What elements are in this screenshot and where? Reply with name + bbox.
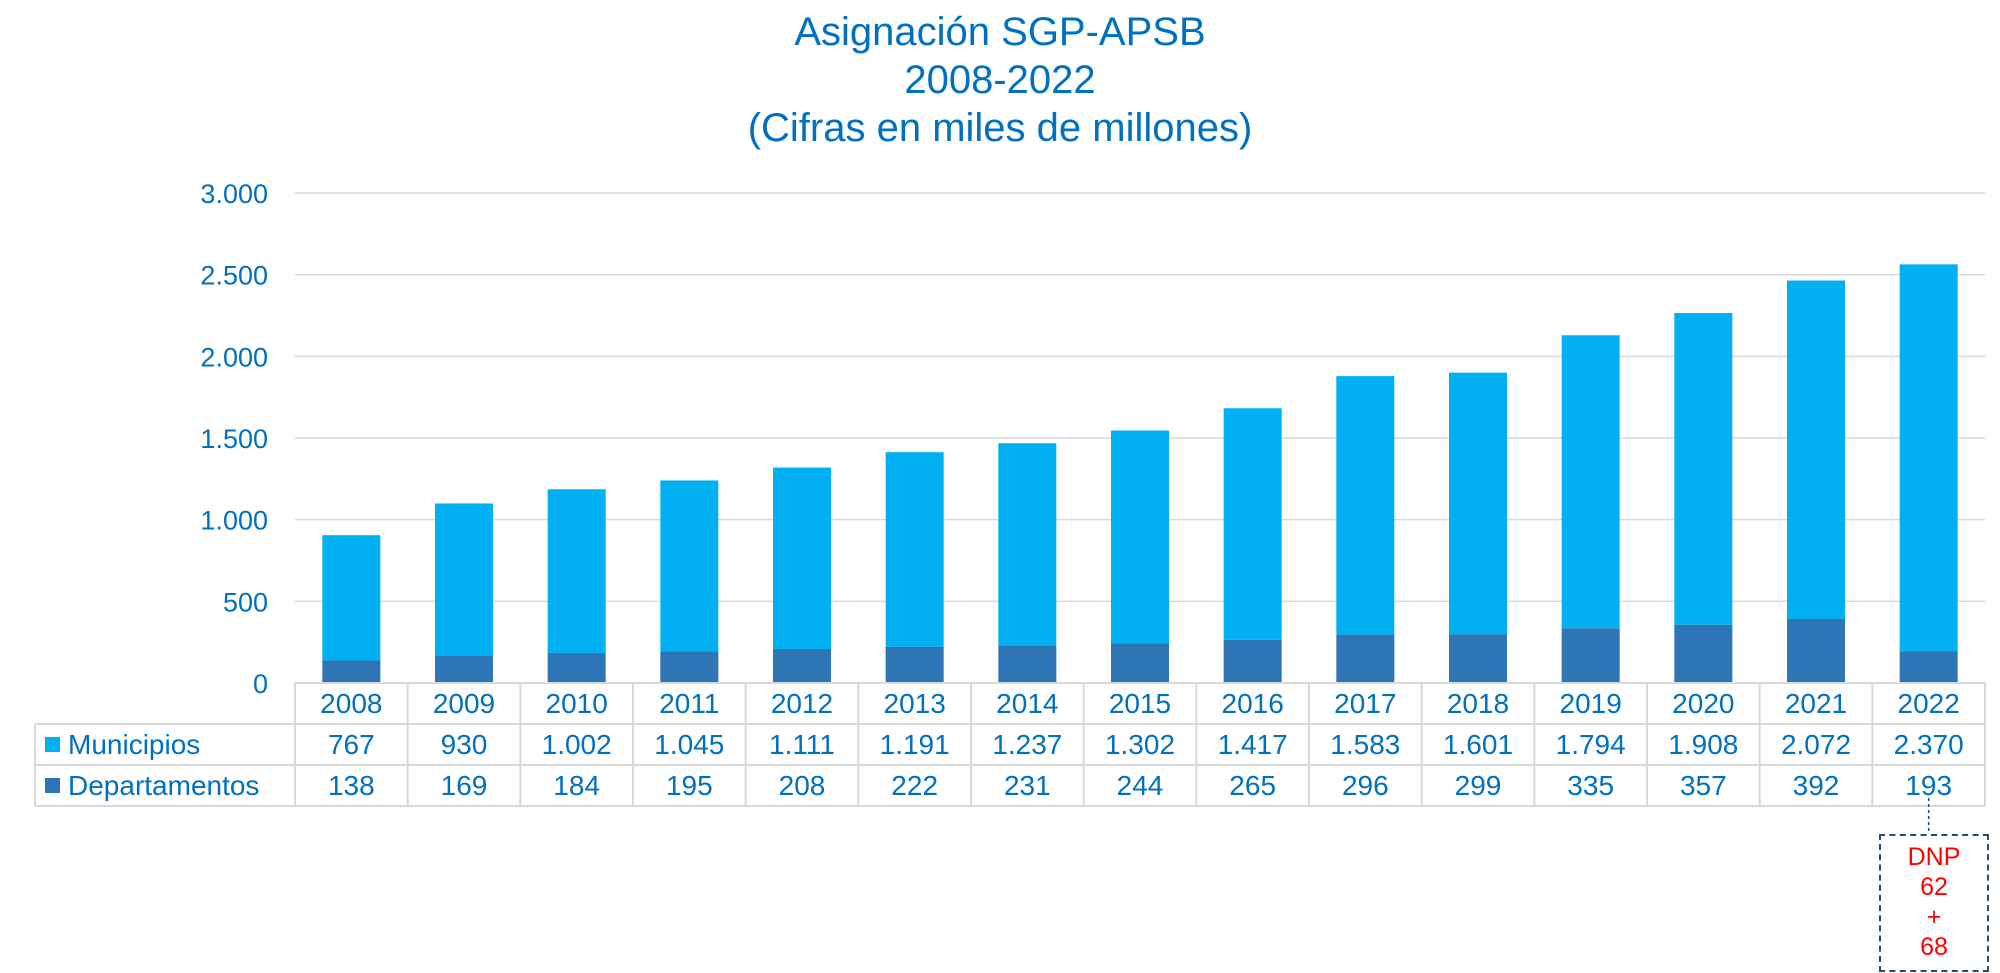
data-label: 184 (553, 770, 600, 801)
data-label: 2.072 (1781, 729, 1851, 760)
y-tick-label: 3.000 (200, 179, 268, 209)
bar-departamentos (773, 649, 831, 683)
annotation-line: DNP (1907, 843, 1961, 871)
x-tick-label: 2012 (771, 688, 833, 719)
y-tick-label: 2.500 (200, 261, 268, 291)
x-tick-label: 2008 (320, 688, 382, 719)
data-label: 767 (328, 729, 375, 760)
legend-label-departamentos: Departamentos (68, 770, 259, 801)
bar-municipios (773, 467, 831, 650)
legend-key-departamentos (45, 778, 60, 793)
data-label: 1.601 (1443, 729, 1513, 760)
dnp-annotation-box: DNP 62 + 68 (1879, 834, 1989, 972)
bar-departamentos (998, 645, 1057, 683)
data-label: 1.191 (880, 729, 950, 760)
y-tick-label: 2.000 (200, 342, 268, 372)
x-tick-label: 2013 (884, 688, 946, 719)
data-label: 193 (1905, 770, 1952, 801)
data-label: 1.111 (769, 729, 835, 760)
data-label: 335 (1567, 770, 1614, 801)
y-tick-label: 0 (253, 669, 268, 699)
x-tick-label: 2011 (659, 688, 719, 719)
x-tick-label: 2010 (546, 688, 608, 719)
data-label: 169 (441, 770, 488, 801)
data-label: 299 (1455, 770, 1502, 801)
x-tick-label: 2022 (1898, 688, 1960, 719)
data-label: 296 (1342, 770, 1389, 801)
bar-departamentos (1899, 651, 1958, 683)
bar-municipios (1111, 430, 1169, 644)
x-tick-label: 2015 (1109, 688, 1171, 719)
legend-key-municipios (45, 737, 60, 752)
chart-title-line-1: Asignación SGP-APSB (794, 10, 1206, 54)
data-label: 265 (1229, 770, 1276, 801)
bar-departamentos (885, 646, 944, 683)
data-label: 2.370 (1894, 729, 1964, 760)
bar-municipios (660, 480, 719, 652)
bar-departamentos (660, 651, 719, 683)
bar-municipios (547, 489, 606, 653)
data-label: 1.794 (1556, 729, 1626, 760)
data-label: 208 (779, 770, 826, 801)
bar-departamentos (1111, 643, 1169, 683)
y-tick-label: 500 (223, 587, 268, 617)
data-label: 222 (891, 770, 938, 801)
annotation-line: + (1926, 903, 1942, 931)
bar-departamentos (322, 660, 381, 683)
data-label: 1.002 (542, 729, 612, 760)
bar-departamentos (1449, 634, 1507, 683)
annotation-line: 62 (1920, 873, 1948, 901)
data-label: 138 (328, 770, 375, 801)
bar-departamentos (1561, 628, 1620, 683)
data-label: 1.045 (654, 729, 724, 760)
bar-municipios (1787, 280, 1845, 619)
x-tick-label: 2019 (1560, 688, 1622, 719)
bar-municipios (885, 452, 944, 647)
chart-title-line-3: (Cifras en miles de millones) (747, 106, 1253, 150)
bar-departamentos (1223, 639, 1282, 683)
data-label: 195 (666, 770, 713, 801)
x-tick-label: 2017 (1334, 688, 1396, 719)
chart-title-line-2: 2008-2022 (904, 58, 1096, 102)
bar-departamentos (547, 652, 606, 683)
bar-departamentos (1674, 624, 1733, 683)
x-tick-label: 2009 (433, 688, 495, 719)
bar-municipios (1336, 376, 1395, 635)
legend-label-municipios: Municipios (68, 729, 200, 760)
x-tick-label: 2014 (996, 688, 1058, 719)
data-label: 1.237 (992, 729, 1062, 760)
data-label: 930 (441, 729, 488, 760)
bar-departamentos (435, 655, 493, 683)
data-label: 244 (1117, 770, 1164, 801)
data-label: 1.908 (1668, 729, 1738, 760)
bar-municipios (998, 443, 1057, 646)
annotation-line: 68 (1920, 933, 1948, 961)
y-tick-label: 1.000 (200, 506, 268, 536)
x-tick-label: 2018 (1447, 688, 1509, 719)
x-tick-label: 2021 (1785, 688, 1847, 719)
bar-municipios (322, 535, 381, 661)
bar-municipios (435, 503, 493, 656)
bar-municipios (1674, 313, 1733, 625)
y-tick-label: 1.500 (200, 424, 268, 454)
bar-municipios (1899, 264, 1958, 652)
data-label: 1.417 (1218, 729, 1288, 760)
x-tick-label: 2016 (1222, 688, 1284, 719)
bar-municipios (1561, 335, 1620, 629)
bar-departamentos (1336, 634, 1395, 683)
x-tick-label: 2020 (1672, 688, 1734, 719)
bar-departamentos (1787, 618, 1845, 683)
data-label: 392 (1793, 770, 1840, 801)
bar-municipios (1223, 408, 1282, 640)
data-label: 231 (1004, 770, 1051, 801)
data-label: 1.583 (1330, 729, 1400, 760)
bar-municipios (1449, 372, 1507, 635)
data-label: 357 (1680, 770, 1727, 801)
data-label: 1.302 (1105, 729, 1175, 760)
